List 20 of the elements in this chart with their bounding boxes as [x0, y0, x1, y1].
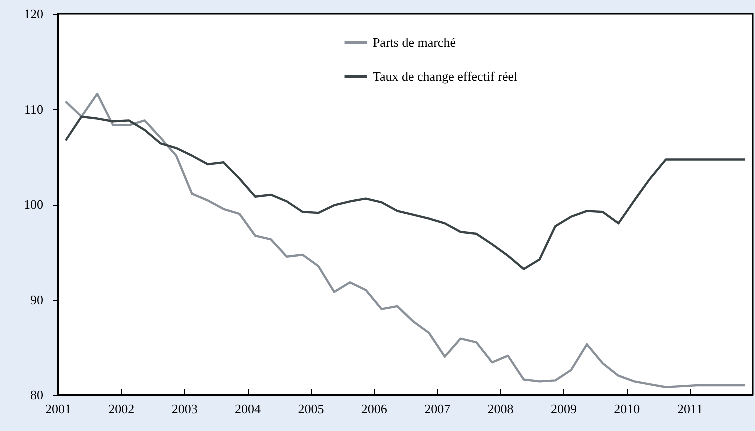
x-tick-label: 2005 — [298, 402, 324, 416]
x-tick-label: 2009 — [550, 402, 577, 416]
x-tick-label: 2008 — [488, 402, 514, 416]
x-tick-label: 2003 — [172, 402, 198, 416]
y-tick-label: 100 — [24, 197, 44, 212]
x-tick-label: 2004 — [235, 402, 262, 416]
y-tick-label: 80 — [30, 388, 44, 402]
y-tick-label: 90 — [30, 292, 44, 308]
x-tick-label: 2006 — [361, 402, 388, 416]
x-tick-label: 2001 — [46, 402, 72, 416]
y-tick-label: 110 — [24, 102, 44, 117]
y-tick-label: 120 — [24, 6, 44, 22]
x-tick-label: 2010 — [614, 402, 640, 416]
x-tick-label: 2007 — [424, 402, 452, 416]
legend-label: Parts de marché — [372, 35, 456, 50]
x-tick-label: 2011 — [678, 402, 704, 416]
line-series — [64, 116, 746, 270]
legend-label: Taux de change effectif réel — [372, 69, 518, 84]
x-tick-label: 2002 — [108, 402, 135, 416]
line-series — [64, 92, 746, 388]
